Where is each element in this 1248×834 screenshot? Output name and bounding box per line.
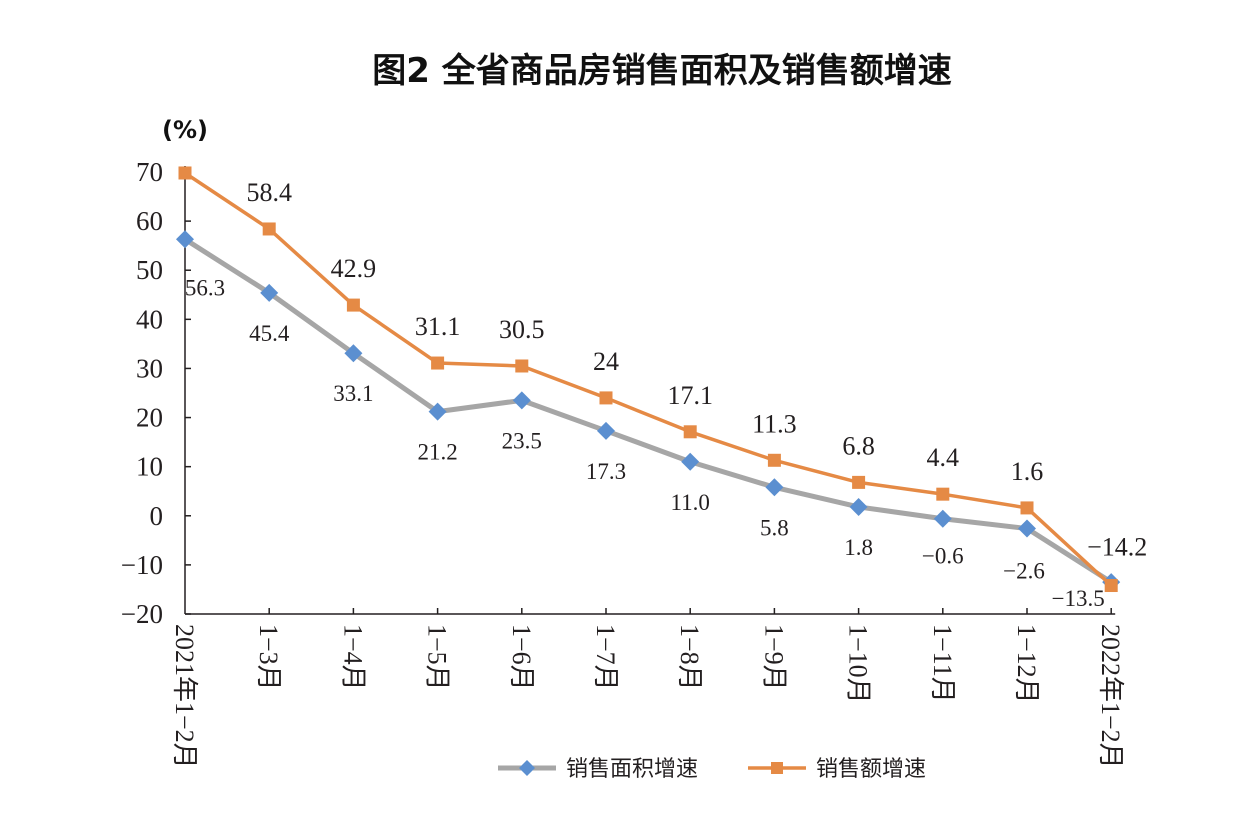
data-point-diamond <box>933 509 952 528</box>
y-tick-label: 50 <box>136 255 163 285</box>
series-line-sales-growth <box>184 171 1113 587</box>
x-tick-label: 2021年1−2月 <box>170 624 199 769</box>
data-label: 21.2 <box>417 440 457 465</box>
x-tick-label: 1−5月 <box>423 624 452 691</box>
y-tick-label: 0 <box>150 501 164 531</box>
data-point-square <box>852 475 866 489</box>
x-tick-label: 1−9月 <box>759 624 788 691</box>
y-tick-label: 60 <box>136 206 163 236</box>
y-tick-label: 70 <box>136 157 163 187</box>
data-point-square <box>767 453 781 467</box>
x-tick-label: 1−6月 <box>507 624 536 691</box>
data-label: 1.8 <box>844 535 873 560</box>
x-tick-label: 1−12月 <box>1012 624 1041 704</box>
data-label: 5.8 <box>760 515 789 540</box>
y-tick-label: 30 <box>136 353 163 383</box>
data-label: 11.0 <box>670 490 709 515</box>
data-point-square <box>599 391 613 405</box>
y-tick-label: −20 <box>121 599 163 629</box>
data-label: 24 <box>593 347 619 376</box>
data-point-square <box>515 359 529 373</box>
y-tick-label: 10 <box>136 452 163 482</box>
data-point-square <box>1020 501 1034 515</box>
data-point-diamond <box>344 344 363 363</box>
data-point-square <box>431 356 445 370</box>
data-label: 30.5 <box>499 315 545 344</box>
x-tick-label: 1−8月 <box>675 624 704 691</box>
y-tick-label: −10 <box>121 550 163 580</box>
x-tick-label: 1−3月 <box>254 624 283 691</box>
data-label: 45.4 <box>249 321 290 346</box>
y-tick-label: 40 <box>136 304 163 334</box>
data-label: 56.3 <box>185 275 225 300</box>
data-point-diamond <box>597 421 615 440</box>
x-tick-label: 1−7月 <box>591 624 620 691</box>
x-tick-label: 1−4月 <box>338 624 367 691</box>
data-point-diamond <box>849 497 868 516</box>
legend-marker-diamond <box>519 760 535 776</box>
data-point-diamond <box>428 402 447 421</box>
data-point-square <box>936 487 950 501</box>
data-label: −0.6 <box>922 544 964 569</box>
data-label: 31.1 <box>415 312 461 341</box>
data-point-square <box>346 298 360 312</box>
data-label: 11.3 <box>752 409 797 438</box>
data-point-square <box>1104 579 1118 593</box>
legend: 销售面积增速 销售额增速 <box>498 757 926 782</box>
data-point-square <box>262 222 276 236</box>
y-tick-label: 20 <box>136 403 163 433</box>
series-line-area-growth <box>183 237 1113 585</box>
data-label: 58.4 <box>246 178 292 207</box>
y-axis-unit: (%) <box>162 116 208 144</box>
legend-label: 销售额增速 <box>816 757 926 782</box>
data-point-square <box>178 166 192 180</box>
data-label: 42.9 <box>331 254 377 283</box>
data-label: 23.5 <box>502 428 542 453</box>
data-point-square <box>683 425 697 439</box>
x-tick-label: 1−10月 <box>844 624 873 704</box>
data-point-diamond <box>512 391 531 410</box>
data-label: 6.8 <box>842 431 875 460</box>
x-tick-label: 1−11月 <box>928 624 957 703</box>
data-label: −13.5 <box>1052 586 1105 611</box>
series-layer <box>176 166 1121 593</box>
data-label: 1.6 <box>1011 457 1044 486</box>
data-point-diamond <box>176 230 194 249</box>
x-tick-label: 2022年1−2月 <box>1096 624 1125 769</box>
data-labels: 56.3 45.4 33.1 21.2 23.5 17.3 11.0 5.8 1.8 −0.6 −2… <box>185 178 1147 611</box>
data-point-diamond <box>765 478 784 497</box>
data-label: 4.4 <box>927 443 960 472</box>
data-point-diamond <box>681 452 700 471</box>
data-point-diamond <box>260 283 279 302</box>
data-point-diamond <box>1018 519 1036 538</box>
data-label: 33.1 <box>333 381 373 406</box>
legend-marker-square <box>771 762 783 774</box>
chart-title: 图2 全省商品房销售面积及销售额增速 <box>372 51 952 91</box>
legend-label: 销售面积增速 <box>566 757 698 782</box>
data-label: 17.1 <box>667 381 713 410</box>
data-label: −14.2 <box>1087 533 1147 562</box>
data-label: −2.6 <box>1003 559 1045 584</box>
data-label: 17.3 <box>586 459 626 484</box>
